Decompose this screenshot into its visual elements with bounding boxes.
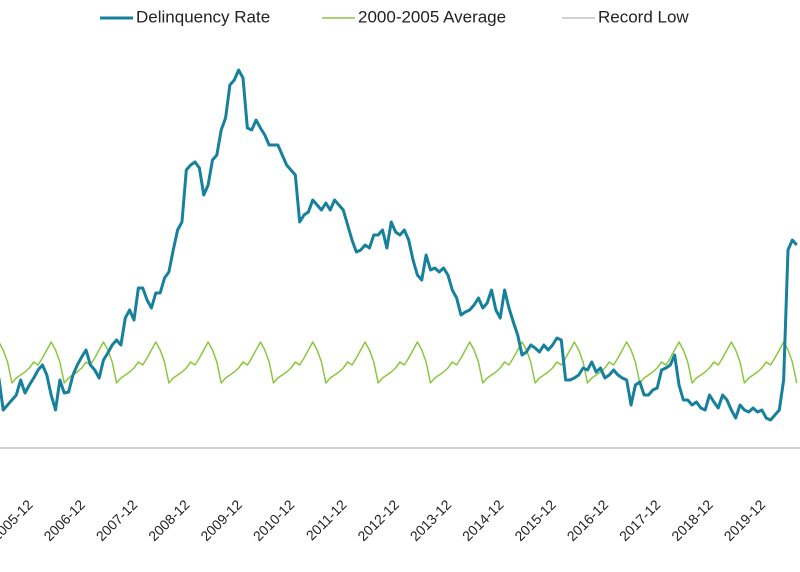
series-line: [0, 341, 798, 384]
x-tick-label: 2005-12: [0, 496, 36, 544]
x-tick-label: 2007-12: [93, 496, 141, 544]
x-tick-label: 2019-12: [721, 496, 769, 544]
x-tick-label: 2012-12: [354, 496, 402, 544]
x-tick-label: 2011-12: [303, 496, 350, 543]
x-tick-label: 2010-12: [250, 496, 298, 544]
x-tick-label: 2016-12: [564, 496, 612, 544]
x-tick-label: 2018-12: [668, 496, 716, 544]
legend-label: 2000-2005 Average: [358, 7, 506, 26]
x-tick-label: 2006-12: [40, 496, 88, 544]
x-tick-label: 2008-12: [145, 496, 193, 544]
x-tick-label: 2015-12: [511, 496, 559, 544]
x-tick-label: 2009-12: [197, 496, 245, 544]
legend-label: Record Low: [598, 7, 689, 26]
legend-label: Delinquency Rate: [136, 7, 270, 26]
x-tick-label: 2017-12: [616, 496, 664, 544]
x-tick-label: 2014-12: [459, 496, 507, 544]
x-tick-label: 2013-12: [407, 496, 455, 544]
series-line: [0, 68, 798, 422]
